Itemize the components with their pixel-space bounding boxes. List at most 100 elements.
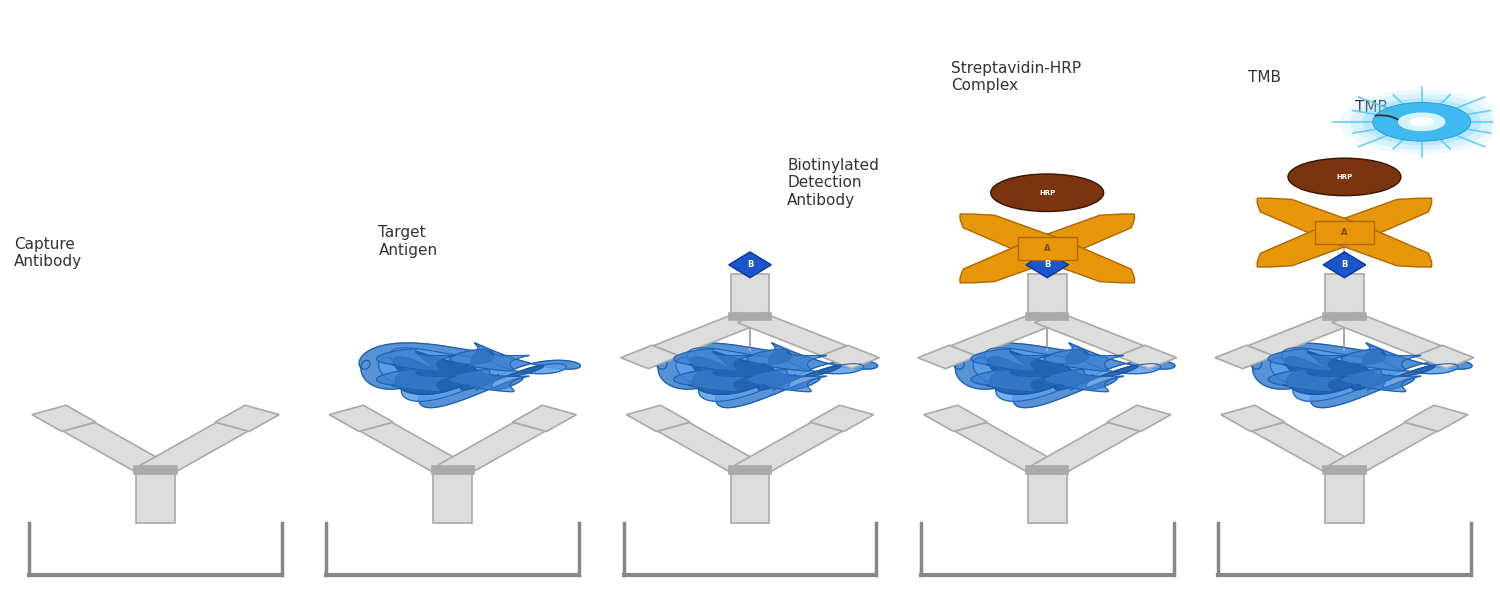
Polygon shape [393,350,543,394]
Text: HRP: HRP [1040,190,1056,196]
Polygon shape [1286,350,1436,394]
Polygon shape [1324,470,1364,523]
Polygon shape [1029,241,1134,283]
Polygon shape [1026,252,1068,278]
Polygon shape [376,370,456,392]
Polygon shape [450,349,530,371]
Polygon shape [1404,405,1468,431]
Polygon shape [1326,198,1431,240]
Polygon shape [1221,405,1286,431]
Text: TMB: TMB [1248,70,1281,85]
Polygon shape [747,349,827,371]
Polygon shape [1252,422,1360,475]
Polygon shape [970,349,1050,371]
Polygon shape [970,370,1050,392]
Polygon shape [376,349,456,371]
Polygon shape [960,241,1066,283]
Text: TMB: TMB [1354,100,1388,115]
Polygon shape [1323,313,1365,320]
Polygon shape [1019,237,1077,260]
Polygon shape [729,252,771,278]
Circle shape [1372,103,1472,141]
Polygon shape [676,346,864,401]
Polygon shape [747,370,827,392]
Polygon shape [378,346,567,401]
Polygon shape [214,405,279,431]
Polygon shape [135,466,177,475]
Polygon shape [1316,221,1374,244]
Polygon shape [924,405,987,431]
Polygon shape [730,470,770,523]
Polygon shape [1268,370,1347,392]
Polygon shape [1118,345,1176,368]
Polygon shape [436,422,546,475]
Polygon shape [988,350,1138,394]
Polygon shape [1251,343,1472,407]
Polygon shape [621,345,680,368]
Polygon shape [432,466,474,475]
Polygon shape [810,405,873,431]
Polygon shape [918,345,976,368]
Polygon shape [328,405,393,431]
Polygon shape [1028,274,1066,317]
Polygon shape [1029,214,1134,256]
Polygon shape [360,422,468,475]
Polygon shape [692,350,842,394]
Polygon shape [1257,225,1364,267]
Polygon shape [1332,313,1442,356]
Circle shape [1340,89,1500,154]
Polygon shape [1044,349,1124,371]
Polygon shape [1257,198,1364,240]
Polygon shape [1324,274,1364,317]
Polygon shape [730,274,770,317]
Polygon shape [1414,345,1474,368]
Polygon shape [1341,370,1420,392]
Polygon shape [1044,370,1124,392]
Text: Streptavidin-HRP
Complex: Streptavidin-HRP Complex [951,61,1080,94]
Polygon shape [974,346,1161,401]
Polygon shape [734,422,843,475]
Polygon shape [960,214,1066,256]
Polygon shape [1035,313,1144,356]
Text: HRP: HRP [1336,174,1353,180]
Text: Biotinylated
Detection
Antibody: Biotinylated Detection Antibody [788,158,879,208]
Circle shape [1398,112,1446,131]
Polygon shape [674,349,753,371]
Polygon shape [657,422,766,475]
Text: Capture
Antibody: Capture Antibody [15,237,82,269]
Text: A: A [1044,244,1050,253]
Text: Target
Antigen: Target Antigen [378,225,438,257]
Polygon shape [954,343,1174,407]
Polygon shape [1248,313,1358,356]
Polygon shape [1032,422,1140,475]
Text: B: B [1044,260,1050,269]
Polygon shape [1326,225,1431,267]
Circle shape [1362,98,1480,145]
Polygon shape [1026,313,1068,320]
Polygon shape [433,470,472,523]
Polygon shape [657,343,878,407]
Circle shape [1410,117,1434,127]
Circle shape [1350,94,1492,150]
Polygon shape [136,470,176,523]
Polygon shape [738,313,846,356]
Polygon shape [954,422,1064,475]
Polygon shape [1028,470,1066,523]
Polygon shape [627,405,690,431]
Ellipse shape [990,174,1104,211]
Polygon shape [63,422,171,475]
Ellipse shape [1288,158,1401,196]
Polygon shape [1026,466,1068,475]
Polygon shape [358,343,580,407]
Polygon shape [654,313,762,356]
Polygon shape [140,422,248,475]
Polygon shape [1268,349,1347,371]
Polygon shape [513,405,576,431]
Polygon shape [1215,345,1274,368]
Polygon shape [1329,422,1437,475]
Text: A: A [1341,228,1347,237]
Polygon shape [821,345,879,368]
Polygon shape [1270,346,1458,401]
Polygon shape [1323,466,1365,475]
Polygon shape [32,405,96,431]
